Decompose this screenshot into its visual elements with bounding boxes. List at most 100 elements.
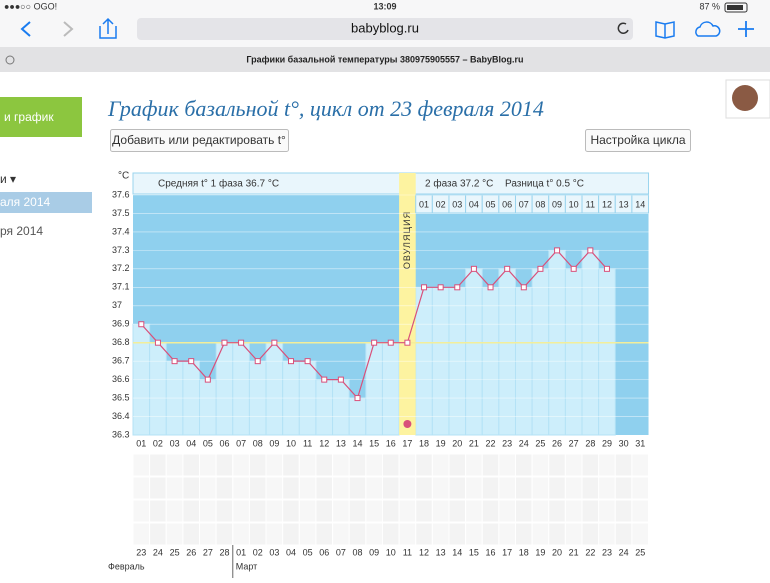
temperature-point [154, 339, 161, 346]
share-button[interactable] [99, 17, 117, 39]
note-cell [481, 522, 500, 546]
note-cell [598, 453, 616, 477]
phase2-day: 06 [502, 199, 512, 209]
note-cell [431, 499, 450, 523]
settings-button[interactable] [585, 129, 691, 152]
note-cell [415, 522, 433, 546]
date-label: 16 [486, 547, 496, 557]
y-tick-label: 37.2 [112, 263, 130, 273]
date-label: 23 [136, 547, 146, 557]
note-cell [398, 522, 417, 546]
note-cell [581, 522, 600, 546]
note-cell [531, 522, 550, 546]
x-tick-label: 14 [352, 438, 362, 448]
note-cell [182, 522, 201, 546]
temperature-point [321, 376, 328, 383]
note-cell [614, 499, 633, 523]
phase2-day: 12 [602, 199, 612, 209]
note-cell [149, 522, 167, 546]
temperature-point [603, 265, 610, 272]
note-cell [581, 476, 600, 500]
note-cell [348, 453, 367, 477]
note-cell [199, 453, 217, 477]
cloud-tabs-button[interactable] [695, 21, 721, 37]
temperature-point [221, 339, 228, 346]
note-cell [581, 453, 600, 477]
x-tick-label: 13 [336, 438, 346, 448]
sidebar-item[interactable]: ря 2014 [0, 224, 43, 238]
temperature-cell [598, 268, 616, 436]
temperature-point [238, 339, 245, 346]
forward-button[interactable] [63, 21, 74, 37]
note-cell [282, 453, 300, 477]
temperature-point [271, 339, 278, 346]
temperature-point [387, 339, 394, 346]
date-label: 19 [535, 547, 545, 557]
note-cell [381, 499, 400, 523]
header-band [132, 172, 650, 195]
temperature-point [304, 358, 311, 365]
note-cell [548, 476, 566, 500]
sidebar-button-text: и график [4, 110, 54, 124]
x-tick-label: 07 [236, 438, 246, 448]
y-tick-label: 36.7 [112, 356, 130, 366]
temperature-cell [199, 379, 217, 436]
address-bar[interactable] [137, 18, 633, 40]
note-cell [165, 453, 184, 477]
note-cell [332, 453, 350, 477]
avatar[interactable] [732, 85, 758, 111]
y-tick-label: 36.6 [112, 374, 130, 384]
note-cell [498, 499, 516, 523]
date-label: 24 [619, 547, 629, 557]
note-cell [132, 453, 151, 477]
sidebar-menu[interactable]: и ▾ [0, 172, 16, 186]
note-cell [431, 453, 450, 477]
date-label: 12 [419, 547, 429, 557]
back-button[interactable] [20, 21, 31, 37]
x-tick-label: 15 [369, 438, 379, 448]
reload-button[interactable] [617, 22, 629, 34]
note-cell [282, 522, 300, 546]
edit-button[interactable] [110, 129, 289, 152]
tab-close[interactable] [5, 55, 15, 65]
note-cell [199, 499, 217, 523]
temperature-point [454, 284, 461, 291]
note-cell [514, 499, 533, 523]
phase2-day: 07 [519, 199, 529, 209]
note-cell [165, 476, 184, 500]
x-tick-label: 10 [286, 438, 296, 448]
temperature-cell [315, 379, 334, 436]
temperature-point [254, 358, 261, 365]
tab-title[interactable]: Графики базальной температуры 3809759055… [246, 54, 523, 64]
phase2-day: 03 [452, 199, 462, 209]
y-tick-label: 36.4 [112, 411, 130, 421]
note-cell [265, 499, 284, 523]
phase1-label: Средняя t° 1 фаза 36.7 °C [158, 178, 279, 190]
x-tick-label: 18 [419, 438, 429, 448]
phase2-day: 14 [635, 199, 645, 209]
note-cell [215, 499, 234, 523]
note-cell [514, 522, 533, 546]
note-cell [298, 522, 317, 546]
note-cell [265, 453, 284, 477]
note-cell [431, 522, 450, 546]
phase2-day: 13 [619, 199, 629, 209]
note-cell [498, 453, 516, 477]
date-label: 18 [519, 547, 529, 557]
phase2-day: 04 [469, 199, 479, 209]
ovulation-label: ОВУЛЯЦИЯ [402, 211, 412, 269]
note-cell [598, 476, 616, 500]
temperature-point [204, 376, 211, 383]
sidebar-button[interactable] [0, 97, 82, 137]
sidebar-selected[interactable] [0, 192, 92, 213]
date-label: 25 [635, 547, 645, 557]
y-tick-label: 37.3 [112, 245, 130, 255]
bookmarks-button[interactable] [655, 21, 675, 39]
temperature-cell [531, 268, 550, 436]
tab-bar [0, 47, 770, 72]
note-cell [448, 453, 467, 477]
heading: График базальной t°, цикл от 23 февраля … [107, 96, 544, 121]
note-cell [149, 476, 167, 500]
new-tab-button[interactable] [738, 21, 754, 37]
x-tick-label: 19 [436, 438, 446, 448]
